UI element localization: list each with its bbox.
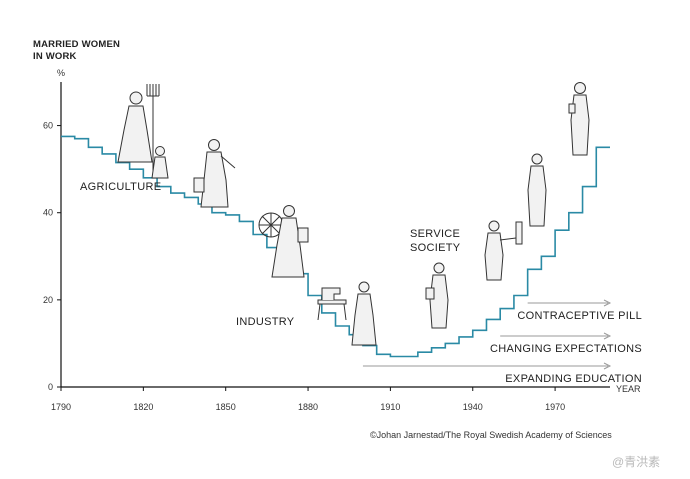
factor-arrow-head (603, 332, 612, 340)
factor-arrow-head (603, 299, 612, 307)
x-ticks: 1790 1820 1850 1880 1910 1940 1970 (51, 387, 565, 412)
illustration-woman-industry (271, 205, 309, 278)
x-tick-label: 1910 (380, 402, 400, 412)
annotation-agriculture: AGRICULTURE (80, 181, 161, 193)
factor-label: EXPANDING EDUCATION (505, 373, 642, 385)
y-tick-label: 60 (43, 121, 53, 131)
y-tick-label: 40 (43, 208, 53, 218)
x-tick-label: 1850 (216, 402, 236, 412)
x-tick-label: 1880 (298, 402, 318, 412)
x-tick-label: 1940 (463, 402, 483, 412)
x-tick-label: 1790 (51, 402, 71, 412)
illustration-farm-woman (117, 84, 160, 175)
y-ticks: 0 20 40 60 (43, 121, 61, 392)
illustration-woman-with-basket (193, 139, 236, 208)
factors-group: CONTRACEPTIVE PILL CHANGING EXPECTATIONS E… (362, 299, 642, 385)
y-axis-title-line2: IN WORK (33, 51, 77, 62)
series-group (60, 135, 610, 358)
y-tick-label: 20 (43, 295, 53, 305)
y-axis-title-line1: MARRIED WOMEN (33, 39, 120, 50)
illustration-sewing-machine (317, 287, 347, 321)
y-tick-label: 0 (48, 382, 53, 392)
factor-arrow-head (603, 362, 612, 370)
annotation-service-line2: SOCIETY (410, 242, 461, 254)
illustration-woman-service (425, 262, 449, 329)
watermark: @青洪素 (612, 455, 660, 469)
y-axis-unit: % (57, 68, 65, 78)
series-line (61, 135, 610, 358)
illustration-woman-1910 (351, 281, 377, 346)
illustration-woman-modern (568, 82, 590, 156)
factor-label: CHANGING EXPECTATIONS (490, 343, 642, 355)
illustration-child (151, 146, 169, 179)
x-tick-label: 1970 (545, 402, 565, 412)
x-axis-title: YEAR (616, 384, 641, 394)
annotation-industry: INDUSTRY (236, 316, 295, 328)
credit-text: ©Johan Jarnestad/The Royal Swedish Acade… (370, 430, 612, 440)
illustration-woman-office (484, 220, 523, 281)
factor-label: CONTRACEPTIVE PILL (517, 310, 642, 322)
x-tick-label: 1820 (133, 402, 153, 412)
illustration-woman-1960s (527, 153, 547, 227)
annotation-service-line1: SERVICE (410, 228, 460, 240)
